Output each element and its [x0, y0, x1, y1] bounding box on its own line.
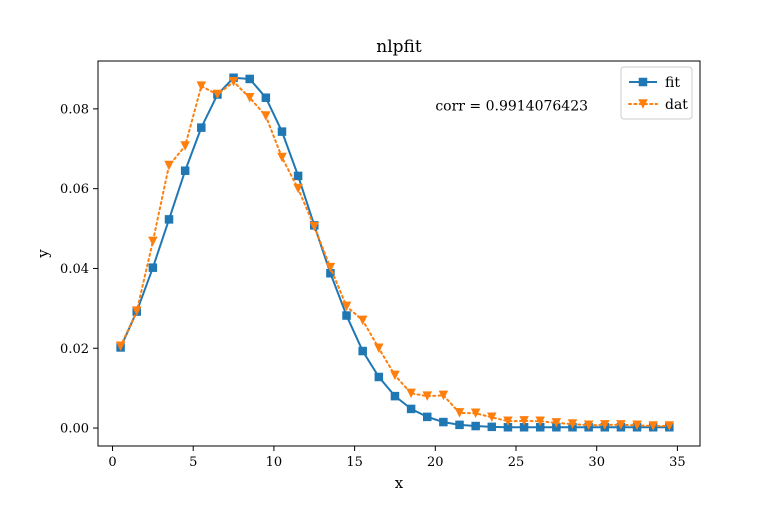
data-point-dat — [309, 221, 320, 232]
data-point-dat — [487, 412, 497, 423]
data-point-fit — [535, 422, 545, 432]
data-point-fit — [245, 74, 254, 84]
y-axis-label: y — [34, 249, 52, 259]
x-tick-label: 25 — [508, 455, 525, 470]
data-point-dat — [228, 76, 239, 87]
data-point-dat — [148, 236, 158, 247]
data-point-dat — [567, 419, 578, 429]
data-point-fit — [148, 263, 158, 272]
data-point-fit — [164, 215, 174, 224]
data-point-dat — [374, 343, 384, 354]
data-point-fit — [519, 422, 529, 432]
data-point-dat — [551, 418, 562, 428]
data-point-fit — [422, 412, 432, 422]
data-point-fit — [358, 346, 367, 356]
data-point-dat — [422, 391, 432, 401]
legend-label-fit: fit — [665, 75, 680, 91]
x-tick-label: 10 — [266, 455, 283, 470]
data-point-fit — [293, 171, 303, 181]
legend-marker-dat — [638, 99, 648, 109]
data-point-dat — [470, 408, 481, 419]
x-axis-label: x — [395, 474, 404, 492]
data-point-dat — [632, 420, 642, 431]
x-tick-label: 15 — [346, 455, 363, 470]
data-point-dat — [357, 315, 368, 326]
data-point-dat — [261, 111, 271, 121]
data-point-fit — [326, 268, 335, 278]
legend-label-dat: dat — [665, 97, 688, 113]
data-point-dat — [341, 301, 352, 312]
axis-ticks: 0 5 10 15 20 25 30 35 0.00 0.02 0.04 0.06 0.08 — [60, 102, 686, 470]
data-point-dat — [454, 408, 465, 418]
correlation-annotation: corr = 0.9914076423 — [435, 98, 588, 114]
legend: fit dat — [620, 66, 693, 120]
data-point-dat — [131, 306, 142, 316]
chart-title: nlpfit — [376, 37, 422, 57]
data-point-fit — [390, 391, 400, 401]
x-tick-label: 5 — [189, 455, 197, 470]
data-point-dat — [293, 183, 303, 194]
data-point-fit — [180, 166, 190, 175]
data-point-dat — [180, 141, 190, 151]
data-point-dat — [616, 420, 626, 430]
data-point-dat — [390, 370, 400, 381]
axes-frame — [97, 60, 701, 447]
data-point-dat — [212, 89, 223, 100]
legend-marker-fit — [638, 77, 648, 87]
data-point-fit — [406, 404, 416, 414]
y-tick-label: 0.08 — [60, 102, 89, 117]
data-point-dat — [438, 390, 449, 401]
data-point-fit — [455, 420, 464, 430]
data-point-fit — [197, 123, 206, 132]
data-point-dat — [648, 421, 658, 431]
data-point-dat — [503, 416, 513, 427]
data-point-dat — [244, 92, 255, 103]
data-point-fit — [439, 417, 448, 427]
x-tick-label: 35 — [669, 455, 686, 470]
data-point-fit — [342, 311, 351, 320]
data-point-fit — [487, 422, 497, 432]
data-point-dat — [664, 421, 675, 431]
plot-frame — [97, 60, 701, 447]
data-point-dat — [519, 416, 529, 426]
plot-area — [115, 73, 675, 432]
y-tick-label: 0.04 — [60, 262, 89, 277]
y-tick-label: 0.00 — [60, 422, 89, 437]
data-point-fit — [471, 421, 480, 431]
x-tick-label: 20 — [427, 455, 444, 470]
data-point-dat — [115, 341, 126, 352]
data-point-fit — [503, 422, 513, 432]
data-point-dat — [196, 81, 207, 91]
data-point-dat — [164, 160, 174, 171]
data-point-fit — [374, 372, 384, 382]
y-tick-label: 0.02 — [60, 342, 89, 357]
x-tick-label: 30 — [588, 455, 605, 470]
data-point-fit — [261, 93, 271, 102]
data-point-dat — [406, 388, 416, 399]
data-point-dat — [583, 420, 594, 431]
data-point-dat — [535, 416, 545, 427]
data-point-fit — [277, 127, 287, 136]
data-point-dat — [325, 262, 336, 273]
y-tick-label: 0.06 — [60, 182, 89, 197]
x-tick-label: 0 — [108, 455, 116, 470]
data-layer — [115, 73, 675, 432]
data-point-dat — [600, 420, 610, 430]
data-point-dat — [277, 152, 287, 163]
